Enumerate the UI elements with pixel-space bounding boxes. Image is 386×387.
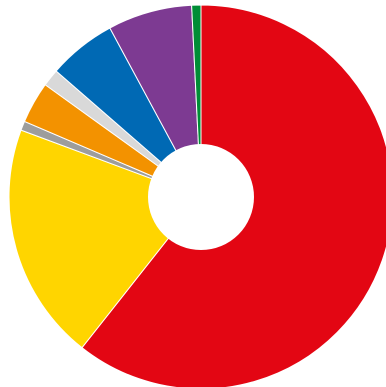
donut-hole bbox=[148, 144, 254, 250]
